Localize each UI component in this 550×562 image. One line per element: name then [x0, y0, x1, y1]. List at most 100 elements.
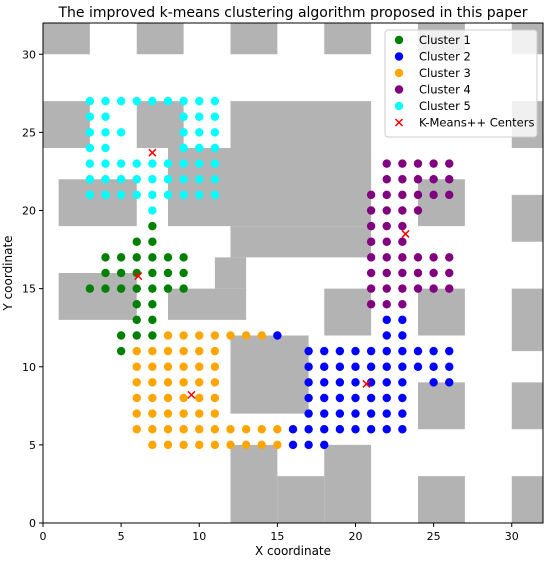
obstacle-block	[230, 444, 278, 523]
data-point	[257, 425, 266, 434]
data-point	[132, 175, 141, 184]
data-point	[304, 409, 313, 418]
data-point	[320, 346, 329, 356]
data-point	[101, 96, 110, 106]
data-point	[382, 378, 391, 387]
data-point	[179, 425, 188, 434]
data-point	[335, 346, 345, 356]
data-point	[210, 175, 220, 184]
data-point	[132, 237, 141, 246]
data-point	[148, 175, 157, 184]
data-point	[226, 425, 235, 434]
y-tick-label: 5	[29, 439, 36, 452]
data-point	[195, 175, 204, 184]
data-point	[398, 331, 407, 340]
data-point	[273, 425, 282, 434]
data-point	[132, 331, 141, 340]
data-point	[320, 393, 329, 403]
data-point	[382, 190, 391, 200]
data-point	[179, 284, 188, 293]
axis-ticks: 0 5 10 15 20 25 30 0 5 10 15 20 25 30	[22, 48, 519, 543]
data-point	[148, 425, 157, 434]
data-point	[132, 284, 141, 293]
legend-box	[384, 29, 538, 138]
obstacle-block	[230, 226, 372, 258]
data-point	[366, 206, 376, 215]
legend-marker	[394, 118, 404, 127]
data-point	[179, 128, 188, 137]
data-point	[195, 346, 204, 356]
data-point	[241, 425, 251, 434]
data-point	[382, 331, 391, 340]
data-point	[101, 128, 110, 137]
obstacle-block	[58, 179, 137, 227]
data-point	[210, 96, 220, 106]
x-tick-label: 25	[427, 530, 441, 543]
data-point	[163, 331, 173, 340]
data-point	[163, 440, 173, 450]
data-point	[179, 143, 188, 153]
legend-label: Cluster 5	[419, 99, 471, 113]
center-marker	[148, 148, 157, 157]
x-tick-label: 10	[192, 530, 206, 543]
data-point	[366, 221, 376, 231]
legend-label: Cluster 1	[419, 33, 471, 47]
data-point	[366, 190, 376, 200]
data-point	[366, 253, 376, 262]
data-point	[163, 159, 173, 168]
data-point	[179, 253, 188, 262]
center-marker	[134, 272, 143, 281]
data-point	[304, 393, 313, 403]
data-point	[101, 253, 110, 262]
series-cluster-3	[132, 331, 282, 450]
data-point	[101, 268, 110, 278]
data-point	[335, 393, 345, 403]
data-point	[429, 159, 438, 168]
obstacle-block	[136, 101, 184, 148]
data-point	[429, 284, 438, 293]
data-point	[179, 393, 188, 403]
data-point	[413, 346, 423, 356]
data-point	[195, 112, 204, 121]
data-point	[132, 362, 141, 371]
data-point	[179, 159, 188, 168]
data-point	[132, 253, 141, 262]
plot-frame	[42, 22, 544, 524]
data-point	[210, 409, 220, 418]
data-point	[366, 237, 376, 246]
data-point	[413, 253, 423, 262]
data-point	[163, 96, 173, 106]
data-point	[179, 378, 188, 387]
data-point	[163, 284, 173, 293]
data-point	[148, 393, 157, 403]
data-point	[163, 393, 173, 403]
data-point	[398, 315, 407, 325]
data-point	[273, 440, 282, 450]
legend-label: Cluster 3	[419, 66, 471, 80]
y-axis-label: Y coordinate	[1, 235, 15, 311]
obstacle-block	[230, 23, 278, 55]
data-point	[179, 409, 188, 418]
obstacle-block	[418, 382, 465, 430]
data-point	[398, 346, 407, 356]
data-point	[163, 409, 173, 418]
data-point	[210, 393, 220, 403]
data-point	[163, 425, 173, 434]
data-point	[132, 96, 141, 106]
y-tick-label: 30	[22, 48, 36, 61]
series-k-means-centers	[134, 148, 410, 399]
data-point	[413, 190, 423, 200]
data-point	[288, 425, 298, 434]
legend-label: K-Means++ Centers	[419, 116, 534, 130]
data-point	[320, 362, 329, 371]
legend-marker	[394, 101, 404, 111]
data-point	[335, 409, 345, 418]
data-point	[116, 331, 126, 340]
y-tick-label: 15	[22, 283, 36, 296]
series-cluster-4	[366, 159, 454, 309]
data-point	[366, 425, 376, 434]
data-point	[179, 440, 188, 450]
data-point	[351, 362, 360, 371]
data-point	[148, 237, 157, 246]
x-tick-label: 0	[40, 530, 47, 543]
